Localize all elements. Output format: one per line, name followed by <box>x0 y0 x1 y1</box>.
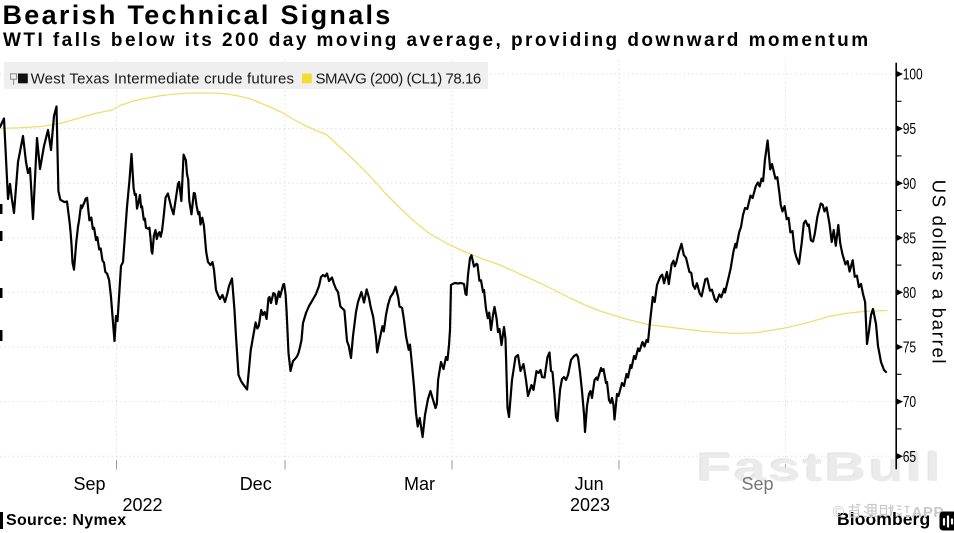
svg-text:85: 85 <box>903 230 917 247</box>
svg-text:Sep: Sep <box>73 474 105 494</box>
svg-text:Jun: Jun <box>575 474 604 494</box>
svg-text:Dec: Dec <box>240 474 272 494</box>
svg-text:Mar: Mar <box>404 474 435 494</box>
svg-text:100: 100 <box>903 67 923 84</box>
svg-text:95: 95 <box>903 121 917 138</box>
svg-text:Sep: Sep <box>741 474 773 494</box>
svg-text:80: 80 <box>903 285 917 302</box>
svg-text:70: 70 <box>903 394 917 411</box>
svg-text:2022: 2022 <box>122 495 162 515</box>
svg-text:©: © <box>833 504 845 521</box>
svg-text:75: 75 <box>903 340 917 357</box>
svg-text:90: 90 <box>903 176 917 193</box>
svg-text:65: 65 <box>903 449 917 466</box>
svg-text:2023: 2023 <box>570 495 610 515</box>
svg-text:APP: APP <box>912 504 944 521</box>
svg-text:West Texas Intermediate crude: West Texas Intermediate crude futures <box>31 71 295 88</box>
svg-text:US dollars a barrel: US dollars a barrel <box>929 180 950 366</box>
svg-text:SMAVG (200) (CL1) 78.16: SMAVG (200) (CL1) 78.16 <box>316 71 481 88</box>
